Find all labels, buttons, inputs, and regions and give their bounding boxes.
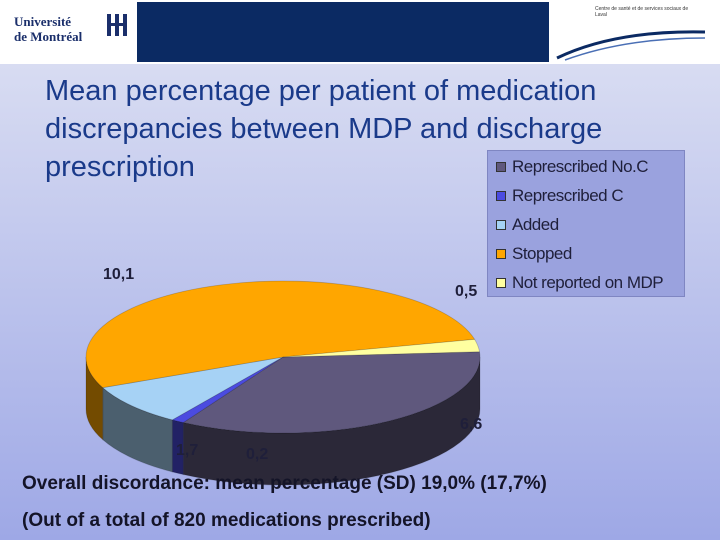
legend-item-added: Added — [496, 214, 559, 236]
legend-item-represcribed-noc: Represcribed No.C — [496, 156, 649, 178]
pie-sides — [85, 356, 481, 486]
data-label-not-reported: 0,5 — [455, 283, 478, 300]
pie-slice-stopped — [85, 280, 476, 389]
data-label-represcribed-c: 0,2 — [246, 446, 269, 463]
legend-item-represcribed-c: Represcribed C — [496, 185, 624, 207]
pie-slice-added — [101, 356, 284, 421]
logo-left-line1: Université — [14, 14, 72, 29]
legend-label: Stopped — [512, 244, 572, 263]
legend-swatch — [496, 162, 506, 172]
legend-swatch — [496, 220, 506, 230]
legend-swatch — [496, 249, 506, 259]
chart-legend: Represcribed No.C Represcribed C Added S… — [487, 150, 685, 297]
legend-swatch — [496, 278, 506, 288]
legend-label: Represcribed C — [512, 186, 624, 205]
logo-left-text: Université de Montréal — [14, 14, 82, 44]
footer-total: (Out of a total of 820 medications presc… — [22, 510, 431, 531]
csss-swoosh-icon — [556, 30, 706, 61]
udem-emblem-icon — [107, 14, 127, 36]
legend-label: Added — [512, 215, 559, 234]
universite-de-montreal-logo: Université de Montréal — [14, 8, 134, 56]
data-label-represcribed-noc: 6,6 — [460, 416, 483, 433]
pie-slice-represcribed-noc — [182, 351, 481, 434]
pie-tops — [85, 280, 481, 434]
footer-discordance: Overall discordance: mean percentage (SD… — [22, 473, 547, 494]
pie-slice-represcribed-c — [171, 356, 284, 423]
pie-slice-not-reported — [282, 338, 480, 358]
logo-right-text: Centre de santé et de services sociaux d… — [595, 6, 689, 18]
data-label-stopped: 10,1 — [103, 266, 135, 283]
legend-label: Not reported on MDP — [512, 273, 664, 292]
legend-item-stopped: Stopped — [496, 243, 572, 265]
csss-laval-logo: Centre de santé et de services sociaux d… — [555, 2, 715, 62]
header-banner — [137, 2, 549, 62]
slide-title: Mean percentage per patient of medicatio… — [45, 75, 603, 183]
slide-header: Université de Montréal Centre de santé e… — [0, 0, 720, 64]
logo-left-line2: de Montréal — [14, 29, 83, 44]
legend-label: Represcribed No.C — [512, 157, 649, 176]
legend-swatch — [496, 191, 506, 201]
data-label-added: 1,7 — [176, 442, 199, 459]
legend-item-not-reported: Not reported on MDP — [496, 272, 664, 294]
